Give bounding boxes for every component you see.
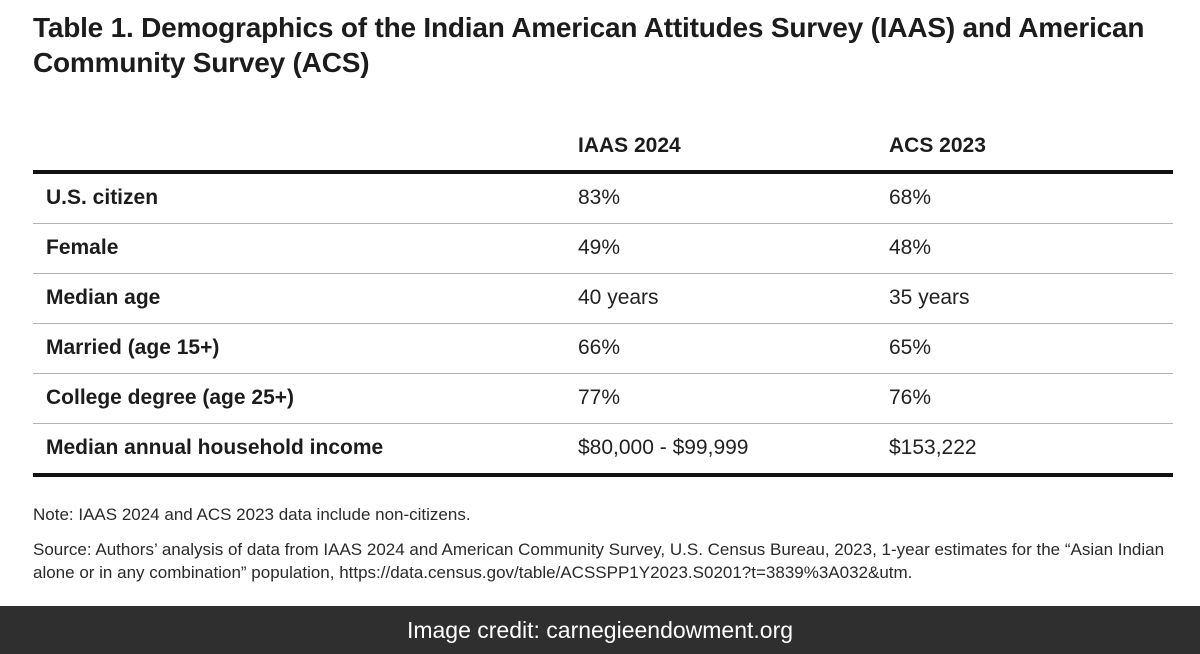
demographics-table: IAAS 2024 ACS 2023 U.S. citizen 83% 68% … <box>33 122 1173 477</box>
table-title: Table 1. Demographics of the Indian Amer… <box>33 12 1145 78</box>
table-row: Median age 40 years 35 years <box>33 274 1173 324</box>
table-row: College degree (age 25+) 77% 76% <box>33 374 1173 424</box>
table-row: Median annual household income $80,000 -… <box>33 424 1173 477</box>
image-credit-bar: Image credit: carnegieendowment.org <box>0 606 1200 654</box>
row-label: U.S. citizen <box>46 186 159 209</box>
acs-value: 76% <box>889 386 932 409</box>
table-note: Note: IAAS 2024 and ACS 2023 data includ… <box>33 505 471 524</box>
iaas-value: 77% <box>578 386 621 409</box>
table-header: IAAS 2024 ACS 2023 <box>33 122 1173 174</box>
iaas-value: $80,000 - $99,999 <box>578 436 749 459</box>
row-label: Median age <box>46 286 161 309</box>
acs-value: $153,222 <box>889 436 977 459</box>
column-header-acs: ACS 2023 <box>889 134 986 157</box>
acs-value: 35 years <box>889 286 970 309</box>
row-label: College degree (age 25+) <box>46 386 295 409</box>
table-row: Female 49% 48% <box>33 224 1173 274</box>
table-row: Married (age 15+) 66% 65% <box>33 324 1173 374</box>
row-label: Female <box>46 236 119 259</box>
acs-value: 48% <box>889 236 932 259</box>
iaas-value: 83% <box>578 186 621 209</box>
table-source: Source: Authors’ analysis of data from I… <box>33 540 1165 582</box>
iaas-value: 66% <box>578 336 621 359</box>
iaas-value: 49% <box>578 236 621 259</box>
image-credit-text: Image credit: carnegieendowment.org <box>406 616 794 643</box>
table-row: U.S. citizen 83% 68% <box>33 174 1173 224</box>
row-label: Median annual household income <box>46 436 384 459</box>
iaas-value: 40 years <box>578 286 659 309</box>
column-header-iaas: IAAS 2024 <box>578 134 681 157</box>
acs-value: 65% <box>889 336 932 359</box>
row-label: Married (age 15+) <box>46 336 220 359</box>
acs-value: 68% <box>889 186 932 209</box>
